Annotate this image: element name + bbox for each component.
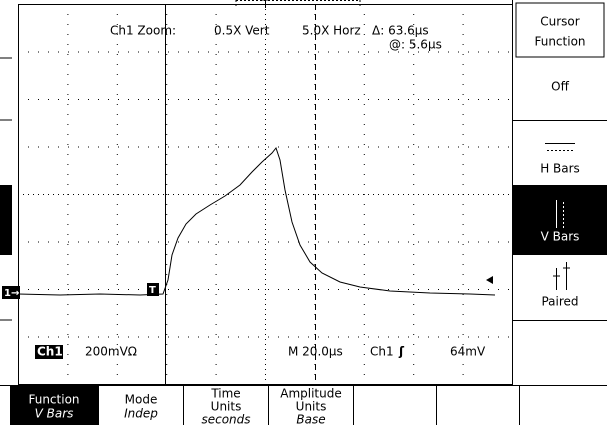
ground-marker-bg <box>2 286 20 299</box>
menu-item-selected[interactable] <box>512 186 607 255</box>
trigger-position <box>261 0 270 8</box>
bottom-button-value[interactable]: V Bars <box>35 407 74 421</box>
cursor-at: @: 5.6µs <box>389 38 442 52</box>
trigger-source: Ch1 <box>370 345 394 359</box>
bottom-button-label[interactable]: Time <box>210 387 240 401</box>
trigger-slope: ʃ <box>398 345 405 359</box>
record-bracket <box>235 0 361 6</box>
timebase: M 20.0µs <box>288 345 343 359</box>
side-menu: Cursor Function Off H Bars V Bars Paired <box>512 0 607 385</box>
cursor-delta: Δ: 63.6µs <box>372 24 429 38</box>
menu-item[interactable]: Paired <box>541 295 578 309</box>
ground-marker: 1→ <box>4 288 19 299</box>
bottom-button-label[interactable]: Units <box>211 400 242 414</box>
menu-title: Function <box>534 35 585 49</box>
bottom-button-value[interactable]: Indep <box>124 407 158 421</box>
menu-item[interactable]: H Bars <box>540 162 580 176</box>
trigger-marker: T <box>149 285 156 296</box>
bottom-button-label[interactable]: Function <box>28 393 79 407</box>
bottom-button-label[interactable]: Amplitude <box>280 387 342 401</box>
channel-badge <box>35 345 63 359</box>
menu-title-box <box>515 2 605 58</box>
vertical-scale: 200mVΩ <box>85 345 137 359</box>
bottom-button-value[interactable]: Base <box>296 413 325 425</box>
left-ticks <box>0 57 12 321</box>
bottom-button-label[interactable]: Units <box>296 400 327 414</box>
trigger-level: 64mV <box>450 345 486 359</box>
channel-label: Ch1 <box>37 345 63 359</box>
zoom-label: Ch1 Zoom: <box>110 24 176 38</box>
menu-item[interactable]: V Bars <box>541 230 580 244</box>
menu-title: Cursor <box>540 15 580 29</box>
menu-item[interactable]: Off <box>551 80 569 94</box>
waveform <box>17 146 496 296</box>
zoom-horz: 5.0X Horz <box>302 24 361 38</box>
trigger-marker-bg <box>147 283 159 296</box>
trigger-level-arrow <box>486 276 493 284</box>
bottom-menu: Function V Bars Mode Indep Time Units se… <box>0 385 607 425</box>
graticule <box>18 4 513 385</box>
bottom-button-label[interactable]: Mode <box>125 393 158 407</box>
bottom-button-selected[interactable] <box>10 386 98 425</box>
zoom-vert: 0.5X Vert <box>214 24 270 38</box>
bottom-button-value[interactable]: seconds <box>201 413 250 425</box>
left-indicator <box>0 185 12 255</box>
